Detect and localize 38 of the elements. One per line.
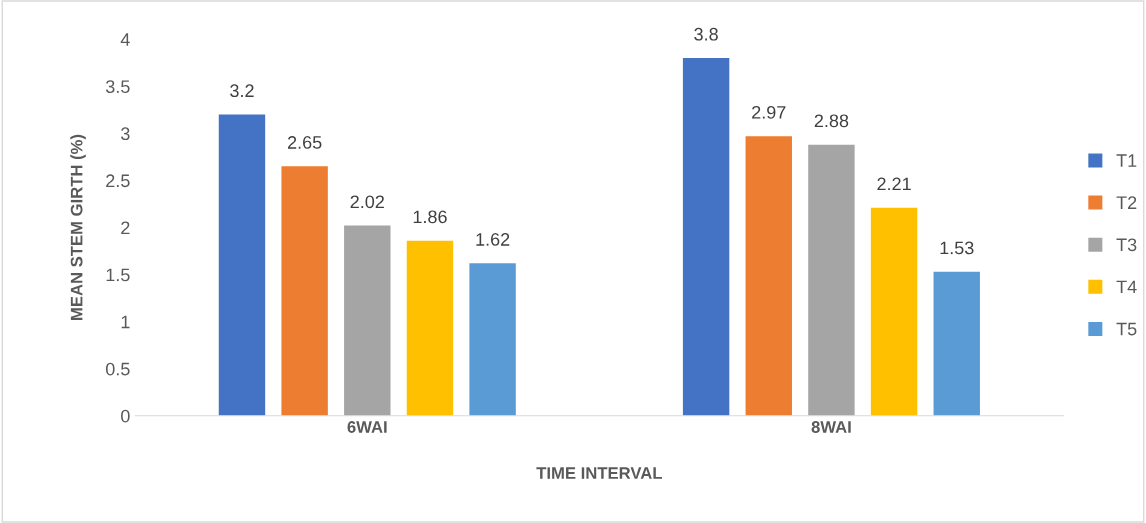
legend-label: T5 [1116,322,1137,336]
bar [933,271,980,416]
data-label: 2.21 [877,177,911,191]
x-tick-label: 6WAI [347,421,387,433]
bar [682,58,730,416]
bar [745,136,792,416]
data-label: 1.53 [940,241,974,255]
data-label: 1.62 [476,233,510,246]
data-label: 2.97 [752,105,786,119]
y-tick-label: 2 [121,221,130,235]
y-tick-label: 4 [120,33,130,46]
y-tick-label: 3 [121,127,130,141]
y-tick-label: 0 [121,409,130,423]
x-tick-label: 8WAI [811,421,851,433]
legend-label: T1 [1116,154,1137,167]
data-label: 1.86 [413,210,447,224]
legend-label: T3 [1116,238,1137,252]
bar [406,240,454,416]
data-label: 2.88 [814,114,849,128]
bar [808,144,855,416]
y-tick-label: 0.5 [105,362,130,376]
data-label: 2.65 [287,136,322,149]
legend-label: T4 [1116,280,1137,294]
bar [218,114,266,416]
legend-label: T2 [1116,196,1137,209]
data-label: 3.8 [694,27,718,41]
bar [281,166,328,416]
y-tick-label: 1 [121,315,130,329]
x-axis-title: TIME INTERVAL [536,467,662,479]
bar [469,263,516,416]
y-tick-label: 3.5 [105,80,130,94]
data-label: 3.2 [230,84,254,98]
y-axis-title: MEAN STEM GIRTH (%) [70,134,86,320]
y-tick-label: 2.5 [106,174,130,188]
bar [344,225,391,416]
bar [870,207,918,416]
y-tick-label: 1.5 [106,268,130,282]
data-label: 2.02 [350,195,384,209]
